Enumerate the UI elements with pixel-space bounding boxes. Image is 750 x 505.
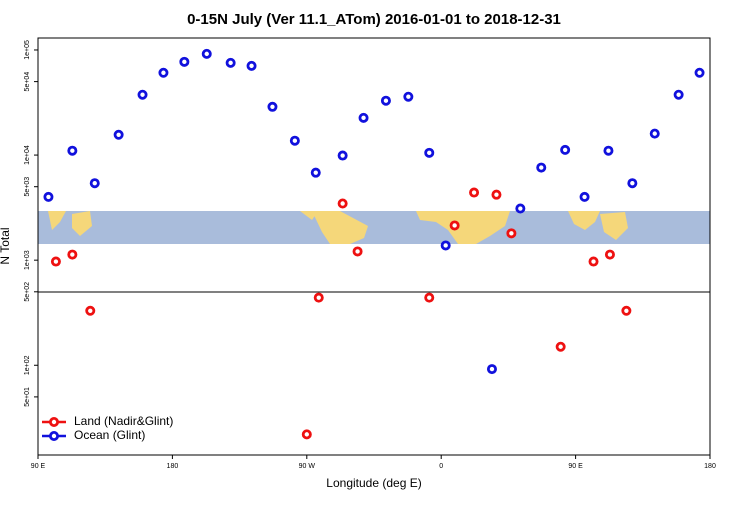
- point: [588, 256, 599, 267]
- point: [694, 67, 705, 78]
- point: [267, 101, 278, 112]
- point: [403, 91, 414, 102]
- y-tick-label: 1e+05: [24, 40, 31, 60]
- point: [201, 48, 212, 59]
- legend-label: Land (Nadir&Glint): [74, 414, 173, 428]
- land: [48, 211, 92, 236]
- point: [579, 191, 590, 202]
- point: [85, 305, 96, 316]
- y-tick-label: 5e+03: [24, 177, 31, 197]
- point: [621, 305, 632, 316]
- y-tick-label: 1e+04: [24, 145, 31, 165]
- y-tick-label: 1e+02: [24, 355, 31, 375]
- point: [506, 228, 517, 239]
- x-tick-label: 180: [167, 463, 179, 470]
- point: [289, 135, 300, 146]
- point: [560, 144, 571, 155]
- point: [555, 341, 566, 352]
- x-tick-label: 90 E: [568, 463, 583, 470]
- x-tick-label: 90 E: [31, 463, 46, 470]
- point: [440, 240, 451, 251]
- land: [568, 211, 628, 240]
- point: [179, 56, 190, 67]
- legend-marker: [49, 430, 60, 441]
- point: [515, 203, 526, 214]
- y-tick-label: 5e+04: [24, 72, 31, 92]
- point: [486, 364, 497, 375]
- x-tick-label: 180: [704, 463, 716, 470]
- point: [673, 89, 684, 100]
- point: [67, 249, 78, 260]
- y-tick-label: 1e+03: [24, 250, 31, 270]
- point: [310, 167, 321, 178]
- point: [301, 429, 312, 440]
- x-tick-label: 90 W: [299, 463, 316, 470]
- y-axis-label: N Total: [0, 227, 12, 264]
- land: [416, 211, 510, 244]
- point: [449, 220, 460, 231]
- point: [137, 89, 148, 100]
- y-tick-label: 5e+01: [24, 387, 31, 407]
- point: [225, 57, 236, 68]
- point: [424, 147, 435, 158]
- point: [246, 60, 257, 71]
- point: [536, 162, 547, 173]
- point: [113, 129, 124, 140]
- point: [358, 112, 369, 123]
- point: [491, 189, 502, 200]
- point: [158, 67, 169, 78]
- chart-title: 0-15N July (Ver 11.1_ATom) 2016-01-01 to…: [187, 11, 561, 28]
- legend-label: Ocean (Glint): [74, 428, 145, 442]
- point: [89, 178, 100, 189]
- y-tick-label: 5e+02: [24, 282, 31, 302]
- x-axis-label: Longitude (deg E): [326, 476, 421, 490]
- plot-frame: [37, 37, 711, 456]
- point: [469, 187, 480, 198]
- land: [300, 211, 368, 244]
- point: [424, 292, 435, 303]
- point: [603, 145, 614, 156]
- point: [352, 246, 363, 257]
- point: [649, 128, 660, 139]
- point: [337, 198, 348, 209]
- x-tick-label: 0: [439, 463, 443, 470]
- map-band: [38, 211, 710, 244]
- point: [337, 150, 348, 161]
- point: [604, 249, 615, 260]
- point: [43, 191, 54, 202]
- point: [380, 95, 391, 106]
- legend-marker: [49, 416, 60, 427]
- point: [67, 145, 78, 156]
- point: [50, 256, 61, 267]
- point: [627, 178, 638, 189]
- ocean-band: [38, 211, 710, 244]
- point: [313, 292, 324, 303]
